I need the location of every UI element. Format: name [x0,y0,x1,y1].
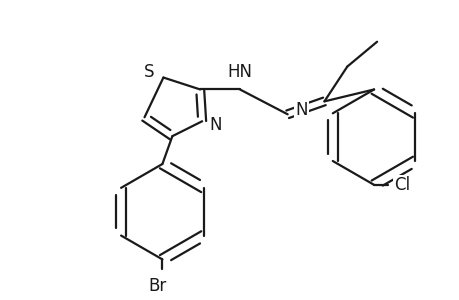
Text: Cl: Cl [393,176,409,194]
Text: HN: HN [227,64,252,82]
Text: Br: Br [148,277,166,295]
Text: S: S [144,63,154,81]
Text: N: N [209,116,222,134]
Text: N: N [295,101,308,119]
